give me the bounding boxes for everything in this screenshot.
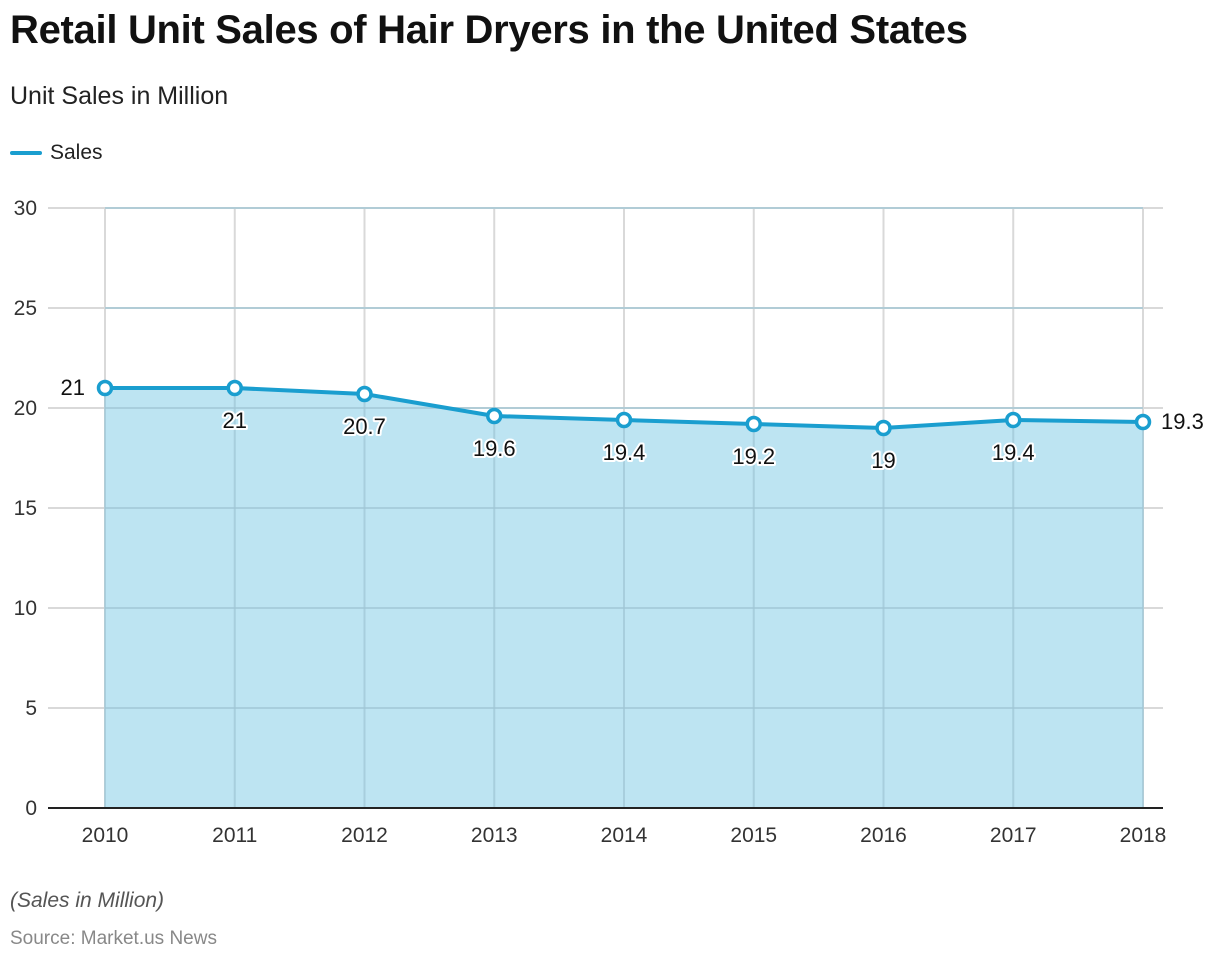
chart-plot: 0 5 10 15 20 25 30 2010 2011 2012 2013 2014 2015 2016… — [14, 197, 1206, 847]
x-tick-label-2012: 2012 — [341, 824, 388, 847]
data-label-2010: 21 — [61, 375, 85, 400]
x-tick-label-2014: 2014 — [601, 824, 648, 847]
data-label-2016: 19 — [871, 448, 895, 473]
data-point-2017 — [1005, 411, 1022, 429]
x-tick-label-2015: 2015 — [730, 824, 777, 847]
x-tick-label-2010: 2010 — [82, 824, 129, 847]
data-point-2018 — [1134, 413, 1152, 431]
data-label-2018: 19.3 — [1161, 409, 1204, 434]
data-label-2015: 19.2 — [732, 444, 775, 469]
data-point-2011 — [226, 379, 243, 397]
data-label-2012: 20.7 — [343, 414, 386, 439]
data-point-2012 — [356, 385, 373, 403]
data-point-2010 — [96, 379, 114, 397]
area-layer — [104, 207, 1144, 808]
label-layer: 21 21 20.7 19.6 19.4 19.2 19 19.4 19.3 — [59, 373, 1206, 475]
y-tick-label-20: 20 — [14, 397, 37, 420]
x-tick-label-2011: 2011 — [212, 824, 257, 847]
y-tick-label-15: 15 — [14, 497, 37, 520]
x-tick-label-2013: 2013 — [471, 824, 518, 847]
x-tick-label-2018: 2018 — [1120, 824, 1167, 847]
y-tick-label-0: 0 — [25, 797, 37, 820]
y-tick-label-10: 10 — [14, 597, 37, 620]
legend-swatch-sales — [10, 151, 42, 155]
data-label-2014: 19.4 — [603, 440, 646, 465]
chart-footnote: (Sales in Million) — [10, 889, 165, 912]
data-point-2015 — [745, 415, 762, 433]
point-layer — [96, 379, 1152, 437]
legend-label-sales: Sales — [50, 141, 103, 164]
chart-subtitle: Unit Sales in Million — [10, 82, 229, 110]
data-point-2016 — [875, 419, 892, 437]
y-tick-label-5: 5 — [25, 697, 37, 720]
data-label-2013: 19.6 — [473, 436, 516, 461]
axis-layer: 0 5 10 15 20 25 30 2010 2011 2012 2013 2014 2015 2016… — [14, 197, 1167, 847]
data-point-2013 — [486, 407, 503, 425]
data-label-2011: 21 — [223, 408, 247, 433]
chart-title: Retail Unit Sales of Hair Dryers in the … — [10, 8, 968, 52]
x-tick-label-2017: 2017 — [990, 824, 1037, 847]
data-label-2017: 19.4 — [992, 440, 1035, 465]
y-tick-label-30: 30 — [14, 197, 37, 220]
chart-legend: Sales — [10, 141, 103, 165]
data-point-2014 — [615, 411, 633, 429]
chart-source: Source: Market.us News — [10, 928, 217, 949]
y-tick-label-25: 25 — [14, 297, 37, 320]
x-tick-label-2016: 2016 — [860, 824, 907, 847]
